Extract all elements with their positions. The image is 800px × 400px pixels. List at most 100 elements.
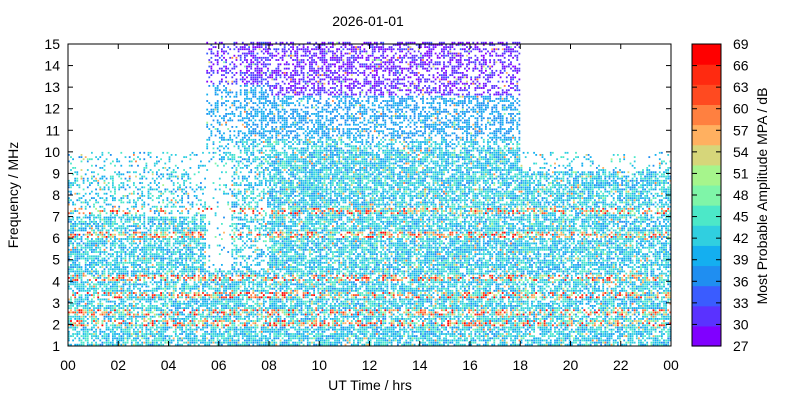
heatmap-cell	[158, 238, 160, 240]
heatmap-cell	[190, 260, 192, 262]
heatmap-cell	[225, 68, 227, 70]
heatmap-cell	[79, 221, 81, 223]
heatmap-cell	[225, 296, 227, 298]
heatmap-cell	[221, 264, 223, 266]
heatmap-cell	[167, 329, 169, 331]
heatmap-cell	[112, 331, 114, 333]
heatmap-cell	[112, 176, 114, 178]
heatmap-cell	[74, 258, 76, 260]
heatmap-cell	[70, 305, 72, 307]
heatmap-cell	[112, 199, 114, 201]
heatmap-cell	[87, 305, 89, 307]
heatmap-cell	[202, 249, 204, 251]
heatmap-cell	[164, 238, 166, 240]
heatmap-cell	[200, 225, 202, 227]
heatmap-cell	[190, 245, 192, 247]
heatmap-cell	[246, 184, 248, 186]
heatmap-cell	[110, 217, 112, 219]
heatmap-cell	[141, 296, 143, 298]
heatmap-cell	[211, 277, 213, 279]
heatmap-cell	[242, 303, 244, 305]
heatmap-cell	[125, 337, 127, 339]
heatmap-cell	[240, 316, 242, 318]
heatmap-cell	[227, 83, 229, 85]
heatmap-cell	[219, 294, 221, 296]
heatmap-cell	[146, 292, 148, 294]
heatmap-cell	[160, 268, 162, 270]
heatmap-cell	[255, 76, 257, 78]
heatmap-cell	[248, 92, 250, 94]
heatmap-cell	[234, 223, 236, 225]
heatmap-cell	[114, 292, 116, 294]
heatmap-cell	[131, 219, 133, 221]
heatmap-cell	[190, 253, 192, 255]
heatmap-cell	[91, 271, 93, 273]
heatmap-cell	[169, 158, 171, 160]
heatmap-cell	[192, 273, 194, 275]
heatmap-cell	[185, 331, 187, 333]
heatmap-cell	[234, 178, 236, 180]
heatmap-cell	[173, 238, 175, 240]
heatmap-cell	[72, 290, 74, 292]
heatmap-cell	[141, 271, 143, 273]
heatmap-cell	[181, 225, 183, 227]
heatmap-cell	[164, 223, 166, 225]
heatmap-cell	[187, 335, 189, 337]
heatmap-cell	[104, 219, 106, 221]
heatmap-cell	[79, 322, 81, 324]
heatmap-cell	[162, 288, 164, 290]
heatmap-cell	[171, 303, 173, 305]
heatmap-cell	[123, 309, 125, 311]
heatmap-cell	[76, 236, 78, 238]
heatmap-cell	[79, 286, 81, 288]
heatmap-cell	[252, 128, 254, 130]
heatmap-cell	[93, 340, 95, 342]
heatmap-cell	[250, 143, 252, 145]
heatmap-cell	[208, 61, 210, 63]
heatmap-cell	[133, 251, 135, 253]
heatmap-cell	[141, 258, 143, 260]
heatmap-cell	[81, 206, 83, 208]
heatmap-cell	[158, 344, 160, 346]
heatmap-cell	[206, 283, 208, 285]
heatmap-cell	[160, 279, 162, 281]
heatmap-cell	[204, 225, 206, 227]
heatmap-cell	[173, 171, 175, 173]
heatmap-cell	[97, 277, 99, 279]
heatmap-cell	[246, 258, 248, 260]
heatmap-cell	[187, 223, 189, 225]
heatmap-cell	[175, 165, 177, 167]
heatmap-cell	[72, 251, 74, 253]
heatmap-cell	[129, 324, 131, 326]
heatmap-cell	[167, 223, 169, 225]
heatmap-cell	[177, 309, 179, 311]
heatmap-cell	[227, 202, 229, 204]
heatmap-cell	[141, 178, 143, 180]
heatmap-cell	[179, 324, 181, 326]
heatmap-cell	[123, 316, 125, 318]
heatmap-cell	[93, 292, 95, 294]
heatmap-cell	[252, 279, 254, 281]
heatmap-cell	[181, 212, 183, 214]
heatmap-cell	[143, 219, 145, 221]
heatmap-cell	[162, 305, 164, 307]
heatmap-cell	[211, 208, 213, 210]
heatmap-cell	[213, 148, 215, 150]
heatmap-cell	[81, 236, 83, 238]
heatmap-cell	[123, 249, 125, 251]
heatmap-cell	[81, 255, 83, 257]
heatmap-cell	[248, 109, 250, 111]
heatmap-cell	[167, 327, 169, 329]
heatmap-cell	[93, 324, 95, 326]
heatmap-cell	[227, 279, 229, 281]
heatmap-cell	[95, 243, 97, 245]
heatmap-cell	[139, 266, 141, 268]
heatmap-cell	[246, 240, 248, 242]
heatmap-cell	[93, 283, 95, 285]
heatmap-cell	[177, 344, 179, 346]
heatmap-cell	[225, 81, 227, 83]
heatmap-cell	[160, 210, 162, 212]
heatmap-cell	[87, 312, 89, 314]
heatmap-cell	[234, 309, 236, 311]
heatmap-cell	[167, 271, 169, 273]
